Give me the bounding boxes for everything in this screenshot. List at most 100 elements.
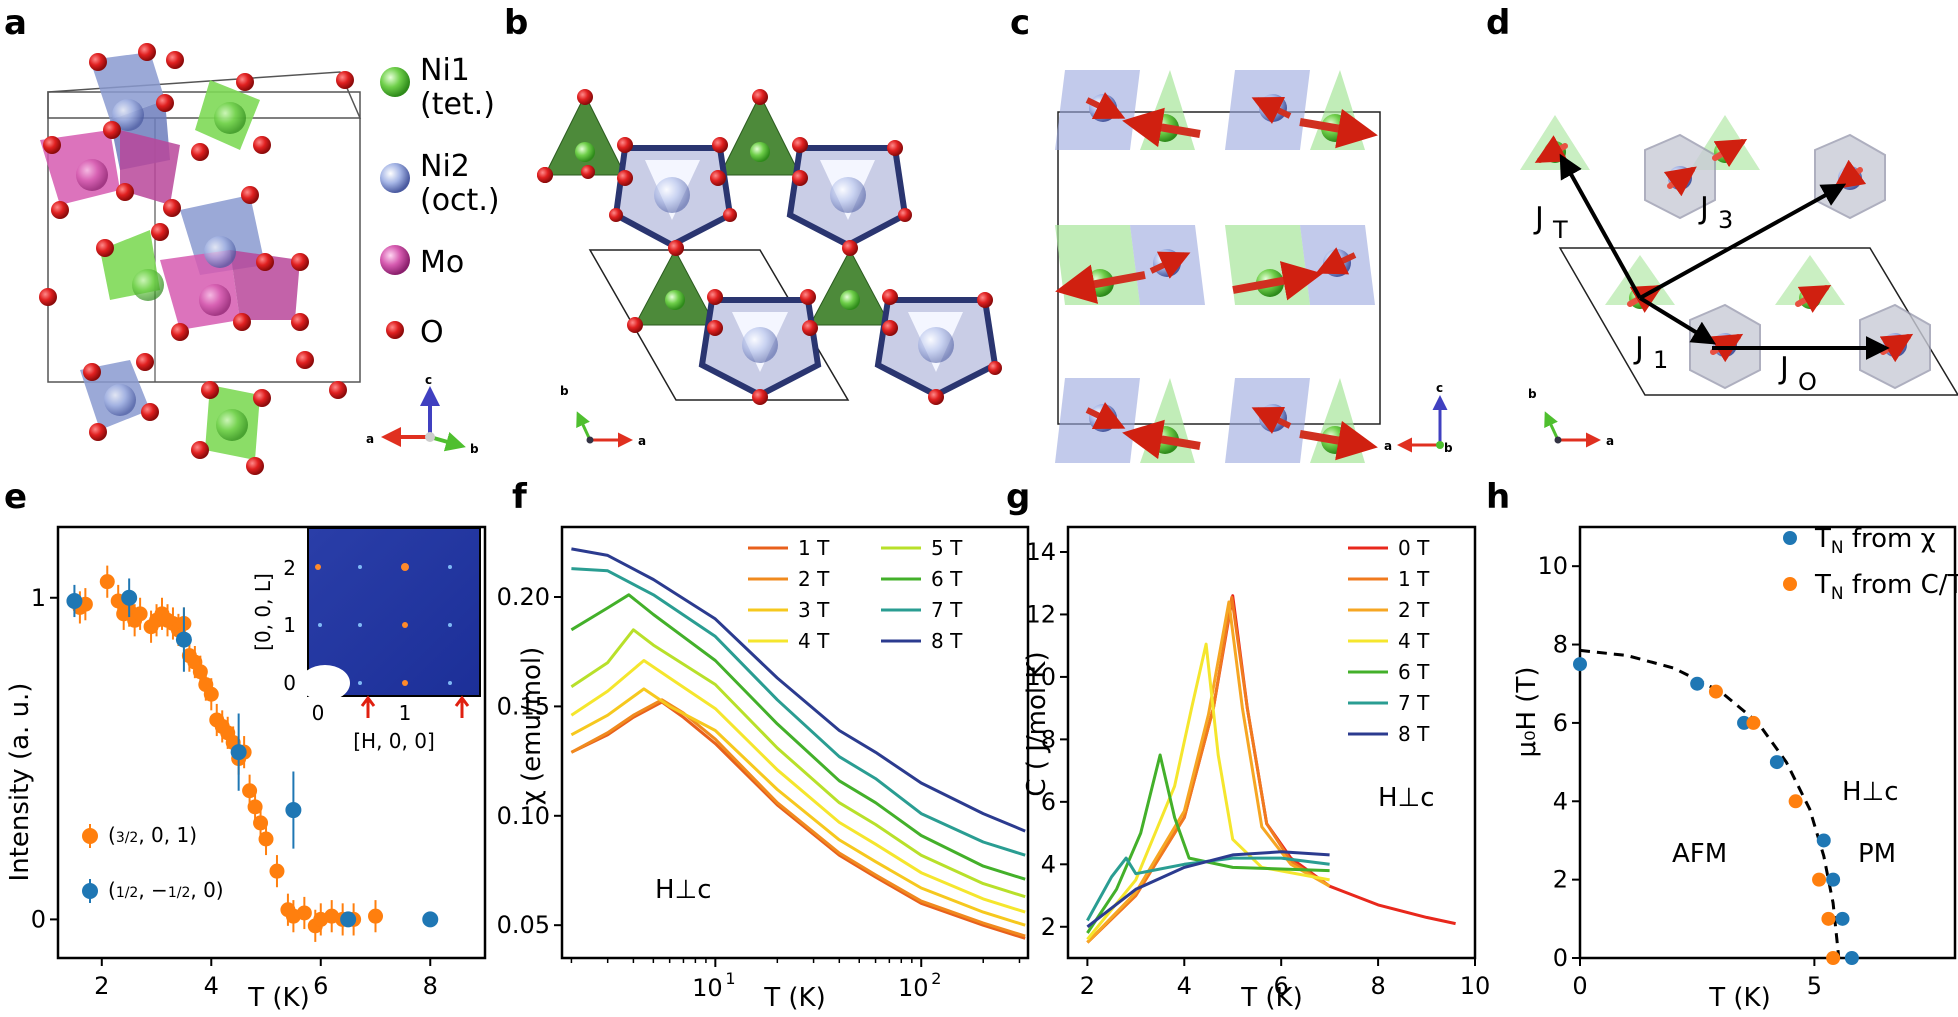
h-region-pm: PM (1858, 839, 1896, 869)
y-tick-label: 4 (1041, 850, 1056, 878)
y-tick-label: 0.15 (497, 692, 550, 720)
inset-xlabel: [H, 0, 0] (353, 729, 435, 753)
y-tick-label: 0.05 (497, 911, 550, 939)
panel-label-d: d (1486, 3, 1510, 43)
panel-b: b (504, 3, 1002, 448)
legend-label: 6 T (931, 567, 963, 591)
y-tick-label: 0.10 (497, 802, 550, 830)
axes-triad-a: c a b (366, 373, 479, 456)
inset-xtick: 0 (312, 701, 325, 725)
legend-label: 4 T (1398, 629, 1430, 653)
series-line (571, 547, 1026, 833)
inset-arrow (360, 695, 376, 718)
x-tick-label: 2 (94, 972, 109, 1000)
legend-label: 1 T (798, 536, 830, 560)
legend-ni2-sub: (oct.) (420, 183, 500, 218)
axes-triad-d: b a (1528, 387, 1614, 448)
legend-h-ct: TN from C/T (1814, 570, 1958, 604)
data-point (1821, 911, 1836, 926)
x-tick-label: 8 (423, 972, 438, 1000)
inset-xtick: 1 (399, 701, 412, 725)
h-frame (1578, 525, 1957, 960)
x-tick-label: 10 (898, 974, 929, 1002)
legend-label: 3 T (798, 598, 830, 622)
series-line (571, 567, 1026, 857)
axes-triad-c: c a b (1384, 381, 1453, 455)
legend-label: 7 T (931, 598, 963, 622)
y-tick-label: 10 (1537, 552, 1568, 580)
y-tick-label: 4 (1553, 787, 1568, 815)
y-tick-label: 2 (1553, 866, 1568, 894)
coupling-j3-sub: 3 (1718, 206, 1733, 234)
legend-label: 8 T (931, 629, 963, 653)
legend-e-series1: (3/2, 0, 1) (108, 823, 197, 847)
x-tick-label: 10 (1460, 972, 1491, 1000)
series-line (1086, 856, 1330, 922)
h-xlabel: T (K) (1708, 983, 1770, 1013)
series-line (1086, 753, 1330, 934)
series-line (1086, 595, 1331, 944)
axis-a-label: a (1384, 439, 1392, 453)
unit-cell-b (588, 249, 850, 401)
legend-h: TN from χ TN from C/T (1783, 524, 1958, 604)
series-line (570, 700, 1026, 940)
y-tick-label: 8 (1041, 725, 1056, 753)
coupling-jt: J (1533, 201, 1544, 236)
panel-d: d (1486, 3, 1958, 448)
coupling-j3: J (1698, 191, 1709, 226)
axis-a-label: a (638, 434, 646, 448)
axis-c-label: c (1436, 381, 1443, 395)
g-annotation: H⊥c (1378, 783, 1435, 813)
inset-e: 2 1 0 0 1 [0, 0, L] [H, 0, 0] (251, 527, 481, 753)
series-line (570, 687, 1026, 927)
coupling-j1: J (1633, 331, 1644, 366)
axis-a-label: a (366, 432, 374, 446)
panel-label-b: b (504, 3, 528, 43)
data-point (1708, 684, 1723, 699)
y-tick-label: 0 (31, 905, 46, 933)
y-tick-label: 10 (1025, 663, 1056, 691)
f-annotation: H⊥c (655, 875, 712, 905)
inset-ytick: 0 (283, 671, 296, 695)
y-tick-label: 6 (1553, 709, 1568, 737)
legend-mo: Mo (420, 245, 464, 280)
legend-ni2: Ni2 (420, 149, 470, 184)
legend-a: Ni1 (tet.) Ni2 (oct.) Mo O (380, 53, 500, 350)
x-tick-exponent: 1 (725, 969, 735, 988)
plot-g: 2 4 6 8 10 12 14 2 4 6 8 10 (1025, 525, 1491, 1000)
legend-o: O (420, 315, 444, 350)
inset-ylabel: [0, 0, L] (251, 573, 275, 651)
g-xlabel: T (K) (1240, 983, 1302, 1013)
data-point (1812, 872, 1827, 887)
x-tick-label: 2 (1080, 972, 1095, 1000)
axis-c-label: c (425, 373, 432, 387)
data-point (1769, 755, 1784, 770)
x-tick-label: 4 (1177, 972, 1192, 1000)
data-point-blue (422, 911, 439, 928)
h-ylabel: μ₀H (T) (1512, 667, 1542, 758)
spin-structure-c (1055, 70, 1378, 463)
inset-ytick: 1 (283, 613, 296, 637)
y-tick-label: 14 (1025, 538, 1056, 566)
x-tick-label: 4 (204, 972, 219, 1000)
axis-b-label: b (560, 384, 569, 398)
crystal-structure-b (537, 89, 1002, 405)
unit-cell-d (1558, 247, 1958, 396)
data-point-blue (285, 802, 302, 819)
data-point (1835, 911, 1850, 926)
x-tick-label: 6 (1274, 972, 1289, 1000)
coupling-jo-sub: O (1798, 368, 1817, 396)
x-tick-label: 8 (1370, 972, 1385, 1000)
data-point (1690, 676, 1705, 691)
data-point (1816, 833, 1831, 848)
f-frame (560, 525, 1030, 960)
coupling-jt-sub: T (1552, 216, 1568, 244)
panel-c: c (1010, 3, 1453, 463)
data-point (1788, 794, 1803, 809)
data-point-orange (192, 664, 208, 680)
data-point-orange (269, 863, 285, 879)
inset-ytick: 2 (283, 556, 296, 580)
plot-h: 0 2 4 6 8 10 0 5 (1537, 525, 1957, 1000)
y-tick-label: 0.20 (497, 583, 550, 611)
